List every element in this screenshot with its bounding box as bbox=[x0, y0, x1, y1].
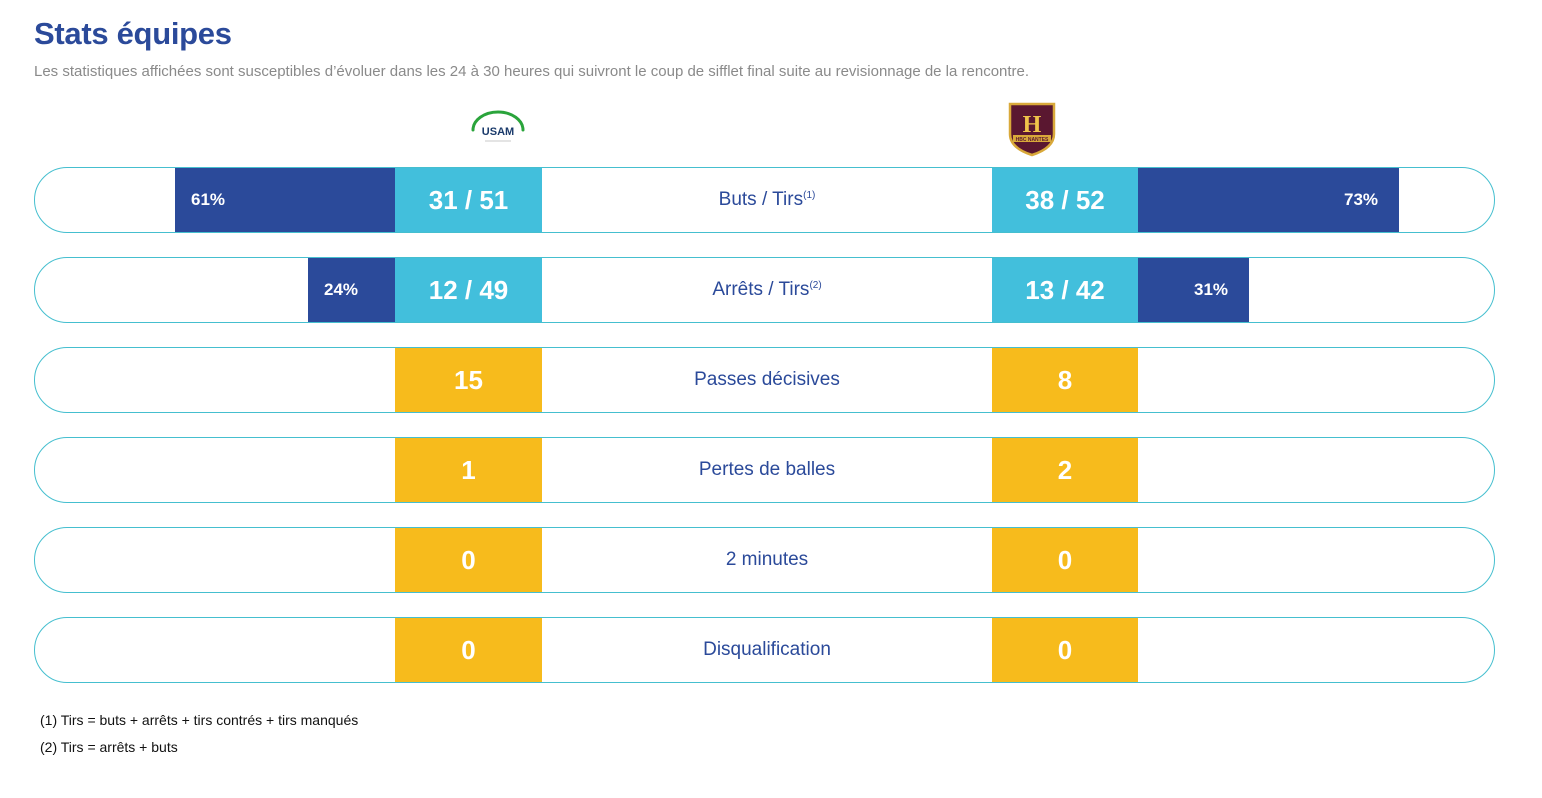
stat-label-buts-tirs: Buts / Tirs(1) bbox=[542, 168, 992, 232]
away-score-disqualification: 0 bbox=[992, 618, 1138, 682]
home-shot-pct-label: 61% bbox=[191, 190, 226, 209]
away-score-2-minutes: 0 bbox=[992, 528, 1138, 592]
page-title: Stats équipes bbox=[34, 16, 232, 51]
stat-row-disqualification: 0 Disqualification 0 bbox=[34, 617, 1495, 683]
hbc-logo-letter: H bbox=[1023, 112, 1042, 138]
footnote-2: (2) Tirs = arrêts + buts bbox=[40, 739, 178, 755]
hbc-nantes-logo: H HBC NANTES bbox=[1008, 102, 1056, 157]
away-save-pct-label: 31% bbox=[1194, 280, 1229, 299]
home-score-arrets-tirs: 12 / 49 bbox=[395, 258, 542, 322]
away-score-pertes-de-balles: 2 bbox=[992, 438, 1138, 502]
footnote-1: (1) Tirs = buts + arrêts + tirs contrés … bbox=[40, 712, 359, 728]
away-score-arrets-tirs: 13 / 42 bbox=[992, 258, 1138, 322]
stat-label-passes-decisives: Passes décisives bbox=[694, 369, 840, 390]
stat-row-pertes-de-balles: 1 Pertes de balles 2 bbox=[34, 437, 1495, 503]
stat-row-arrets-tirs: 24% 12 / 49 Arrêts / Tirs(2) 13 / 42 31% bbox=[34, 257, 1495, 323]
stat-footnote-ref: (2) bbox=[809, 280, 822, 291]
home-score-pertes-de-balles: 1 bbox=[395, 438, 542, 502]
stat-row-2-minutes: 0 2 minutes 0 bbox=[34, 527, 1495, 593]
away-score-passes-decisives: 8 bbox=[992, 348, 1138, 412]
away-score-buts-tirs: 38 / 52 bbox=[992, 168, 1138, 232]
home-score-buts-tirs: 31 / 51 bbox=[395, 168, 542, 232]
home-save-pct-bar bbox=[308, 258, 395, 322]
hbc-logo-subtext: HBC NANTES bbox=[1016, 137, 1049, 143]
stat-label-2-minutes: 2 minutes bbox=[725, 549, 809, 570]
stat-label-disqualification: Disqualification bbox=[703, 639, 831, 660]
home-score-disqualification: 0 bbox=[395, 618, 542, 682]
usam-logo-arc bbox=[471, 110, 525, 132]
away-save-pct-bar bbox=[1138, 258, 1249, 322]
home-score-2-minutes: 0 bbox=[395, 528, 542, 592]
hbc-shield-shape bbox=[1008, 102, 1056, 157]
page-subtitle: Les statistiques affichées sont suscepti… bbox=[34, 63, 1030, 80]
home-shot-pct-bar bbox=[175, 168, 395, 232]
home-save-pct-label: 24% bbox=[324, 280, 359, 299]
stat-label-text: Buts / Tirs bbox=[718, 189, 804, 210]
usam-logo-text: USAM bbox=[482, 126, 514, 138]
away-shot-pct-label: 73% bbox=[1344, 190, 1379, 209]
stat-row-passes-decisives: 15 Passes décisives 8 bbox=[34, 347, 1495, 413]
stat-row-buts-tirs: 61% 31 / 51 Buts / Tirs(1) 38 / 52 73% bbox=[34, 167, 1495, 233]
stat-label-text: Arrêts / Tirs bbox=[712, 279, 810, 300]
stat-label-arrets-tirs: Arrêts / Tirs(2) bbox=[542, 258, 992, 322]
hbc-logo-ribbon bbox=[1013, 135, 1051, 142]
usam-logo: USAM bbox=[471, 110, 525, 142]
away-shot-pct-bar bbox=[1138, 168, 1399, 232]
stat-label-pertes-de-balles: Pertes de balles bbox=[698, 459, 836, 480]
stat-footnote-ref: (1) bbox=[803, 190, 816, 201]
home-score-passes-decisives: 15 bbox=[395, 348, 542, 412]
